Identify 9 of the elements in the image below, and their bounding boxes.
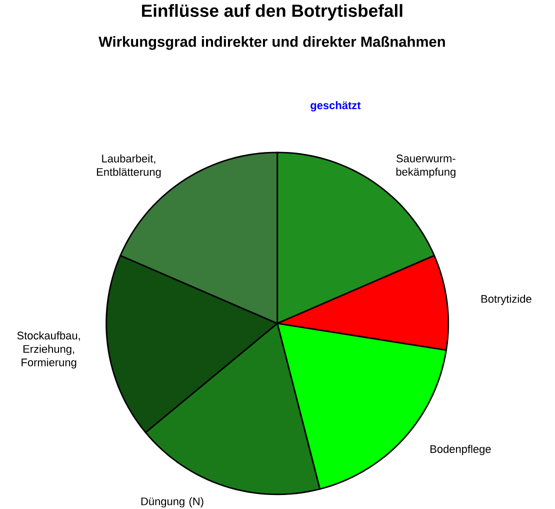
- slice-label: Düngung (N): [141, 497, 204, 508]
- slice-label: Laubarbeit, Entblätterung: [96, 154, 161, 178]
- chart-subtitle: Wirkungsgrad indirekter und direkter Maßnahmen: [98, 36, 445, 50]
- slice-label: Stockaufbau, Erziehung, Formierung: [17, 332, 80, 369]
- slice-label: Bodenpflege: [430, 445, 491, 456]
- slice-label: Botrytizide: [481, 294, 532, 306]
- text: geschätzt: [310, 101, 361, 112]
- chart-title: Einflüsse auf den Botrytisbefall: [142, 4, 402, 21]
- slice-label: Sauerwurm-bekämpfung: [396, 154, 456, 178]
